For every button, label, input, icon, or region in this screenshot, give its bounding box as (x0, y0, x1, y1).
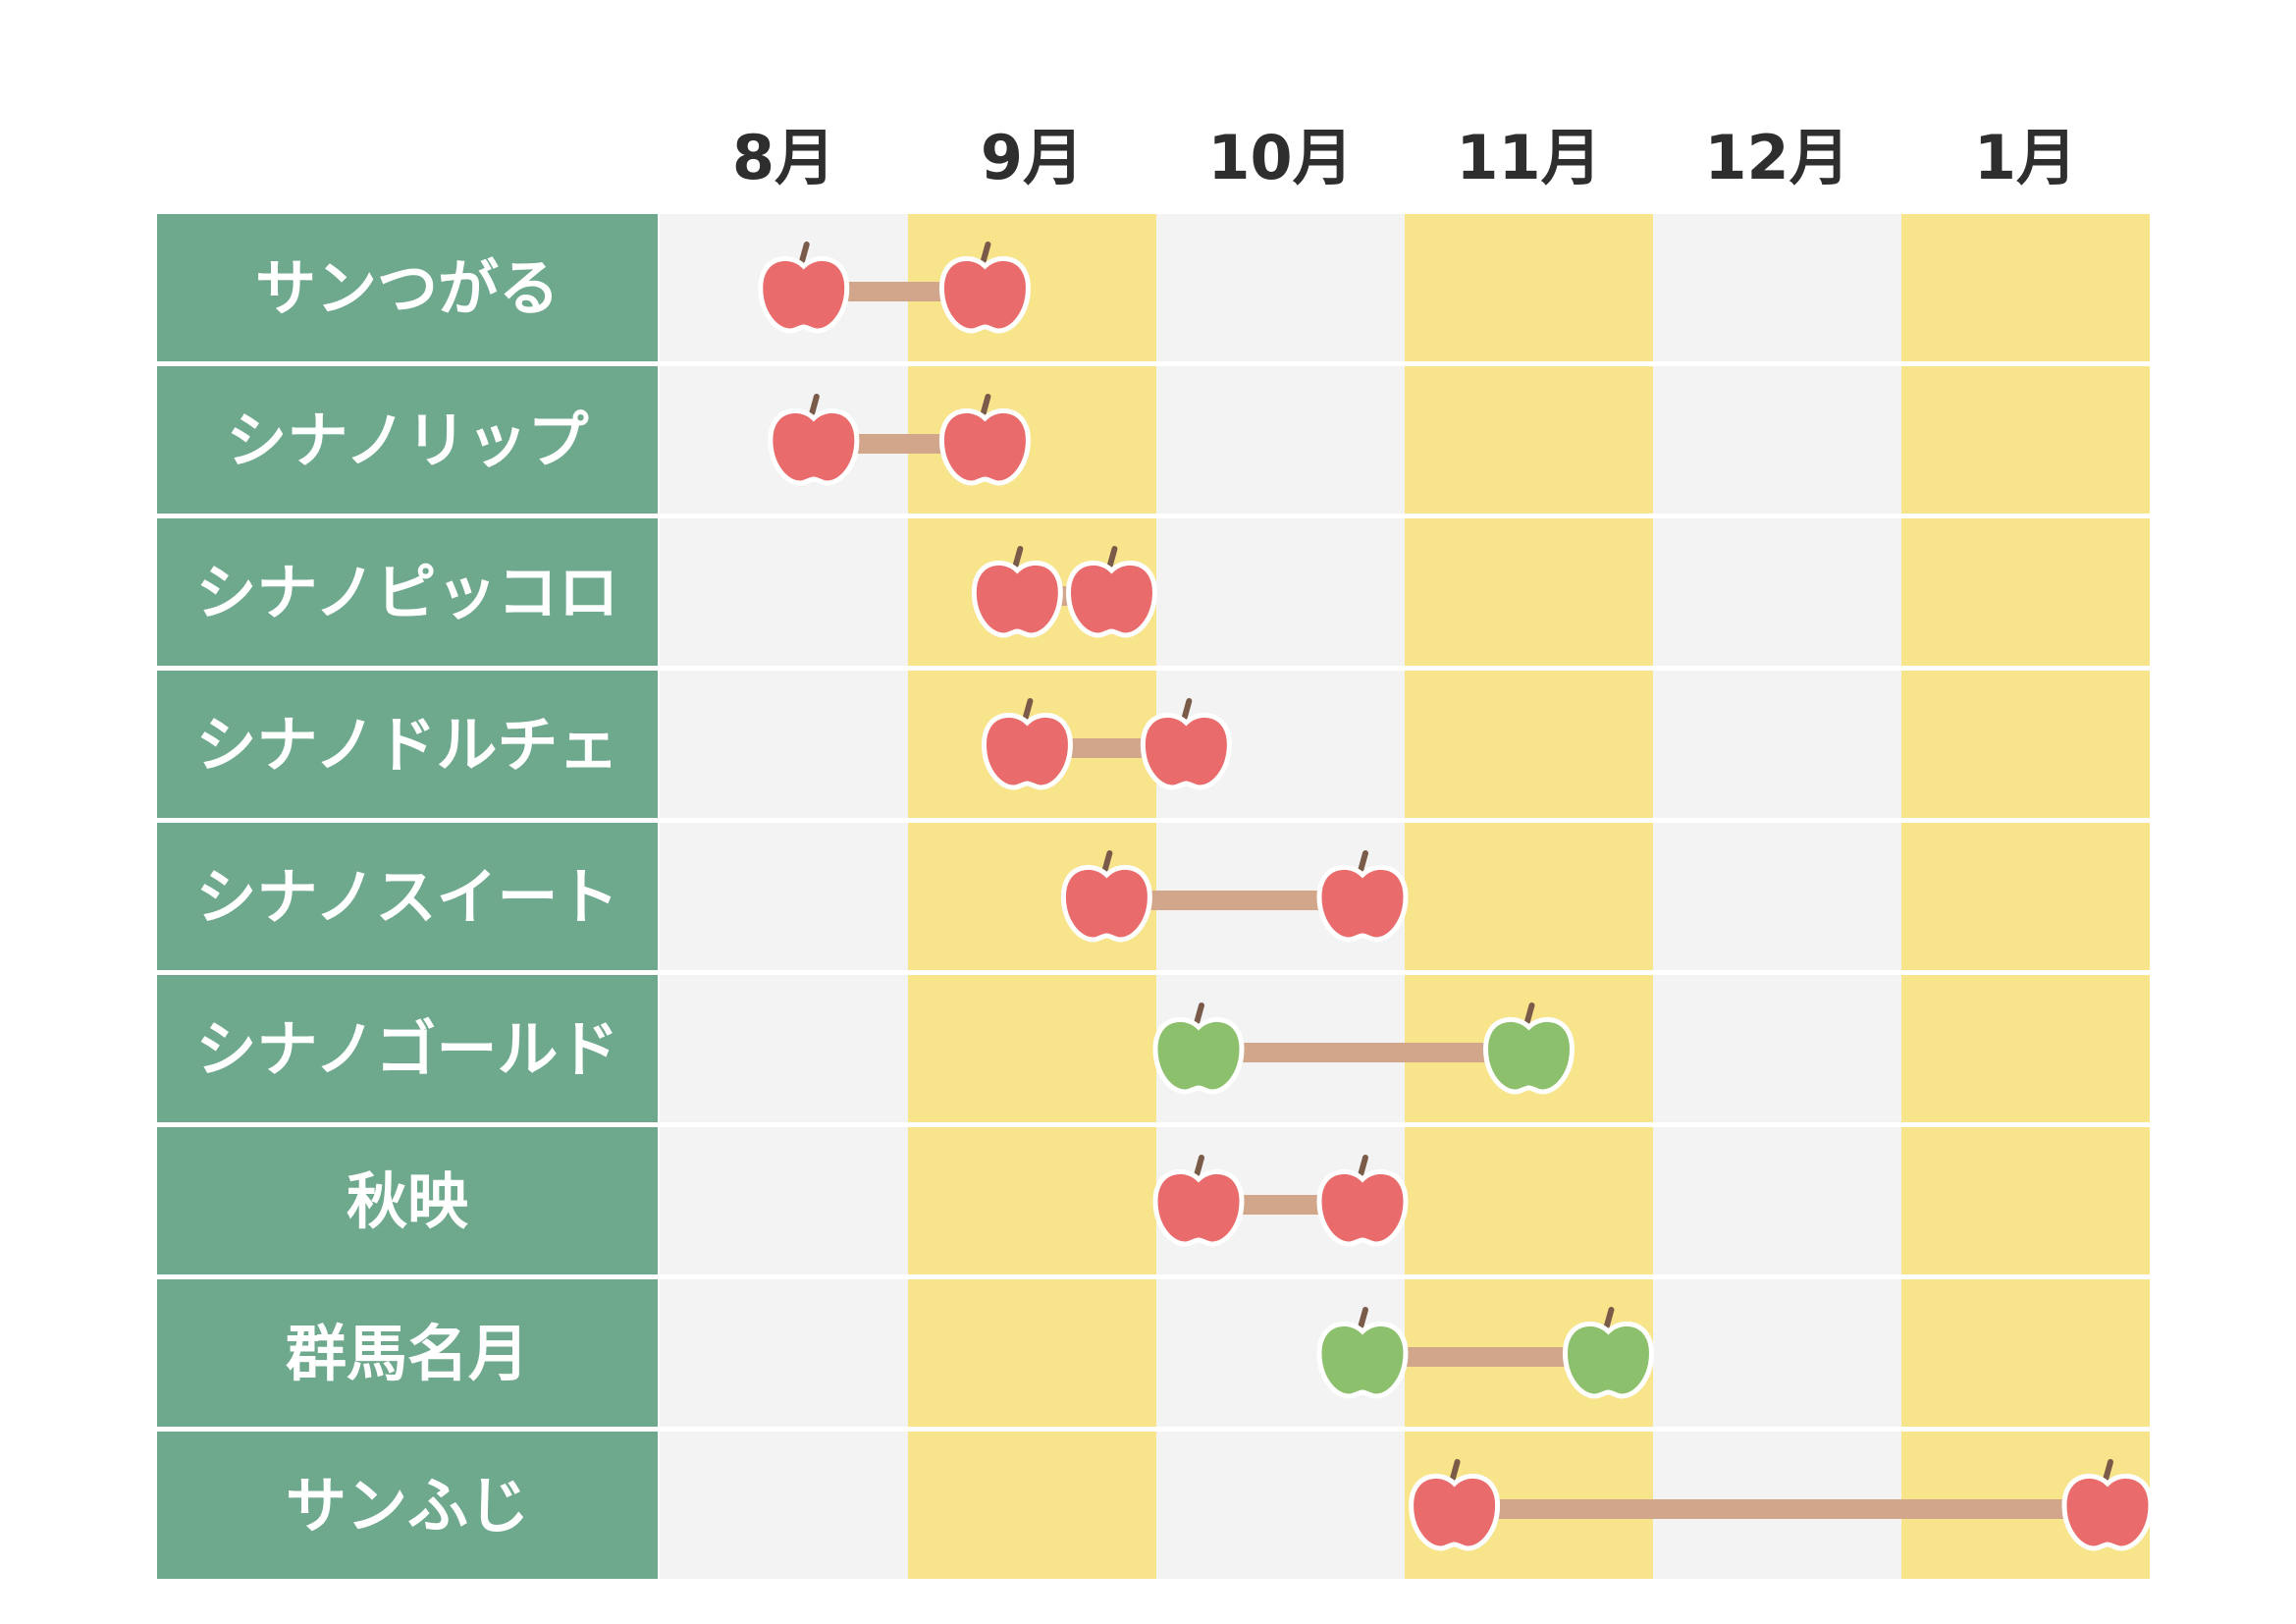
apple-icon (1152, 1155, 1245, 1247)
apple-icon (938, 242, 1031, 334)
variety-label-cell (157, 671, 658, 818)
variety-label-cell (157, 975, 658, 1122)
variety-label: シナノスイート (196, 861, 619, 933)
variety-label: シナノピッコロ (196, 557, 619, 628)
variety-label-cell (157, 518, 658, 666)
apple-icon (1152, 1002, 1245, 1095)
variety-label: サンつがる (255, 252, 560, 324)
month-column (1653, 214, 1901, 1579)
variety-label-cell (157, 1127, 658, 1274)
variety-label: 群馬名月 (286, 1318, 529, 1389)
harvest-bars (758, 242, 2154, 1551)
variety-label-cell (157, 366, 658, 514)
month-label: 1月 (1974, 122, 2077, 193)
variety-label: シナノゴールド (196, 1013, 619, 1085)
month-header: 8月 9月 10月 11月 12月 1月 (732, 122, 2077, 193)
month-label: 9月 (981, 122, 1084, 193)
row-separator (157, 1274, 2150, 1279)
apple-icon (2061, 1459, 2154, 1551)
row-separator (157, 818, 2150, 823)
month-label: 10月 (1207, 122, 1353, 193)
row-separators (157, 361, 2150, 1432)
row-separator (157, 361, 2150, 366)
variety-label: 秋映 (347, 1165, 468, 1237)
variety-rows: サンつがるシナノリップシナノピッコロシナノドルチェシナノスイートシナノゴールド秋… (157, 214, 658, 1579)
apple-icon (1060, 850, 1152, 943)
month-label: 12月 (1704, 122, 1849, 193)
row-separator (157, 666, 2150, 671)
apple-icon (971, 546, 1063, 638)
month-label: 8月 (732, 122, 835, 193)
harvest-period-bar (1106, 891, 1362, 910)
month-column (1901, 214, 2150, 1579)
variety-label: サンふじ (286, 1470, 529, 1542)
apple-icon (1482, 1002, 1575, 1095)
row-separator (157, 970, 2150, 975)
variety-label: シナノドルチェ (196, 709, 619, 781)
variety-label-cell (157, 1279, 658, 1427)
apple-icon (1065, 546, 1157, 638)
month-label: 11月 (1456, 122, 1601, 193)
variety-label-cell (157, 1432, 658, 1579)
apple-icon (1409, 1459, 1501, 1551)
variety-label-cell (157, 214, 658, 361)
month-columns (660, 214, 2150, 1579)
apple-icon (1316, 850, 1409, 943)
harvest-period-bar (1454, 1499, 2108, 1519)
variety-label: シナノリップ (227, 405, 589, 476)
harvest-period-bar (1362, 1347, 1609, 1367)
apple-icon (1140, 698, 1232, 790)
apple-icon (1316, 1307, 1409, 1399)
apple-icon (1316, 1155, 1409, 1247)
apple-icon (981, 698, 1073, 790)
variety-label-cell (157, 823, 658, 970)
row-separator (157, 1427, 2150, 1432)
harvest-period-bar (1199, 1043, 1529, 1062)
apple-icon (758, 242, 850, 334)
row-separator (157, 1122, 2150, 1127)
row-separator (157, 514, 2150, 518)
apple-icon (1562, 1307, 1654, 1399)
apple-icon (768, 394, 860, 486)
apple-icon (938, 394, 1031, 486)
